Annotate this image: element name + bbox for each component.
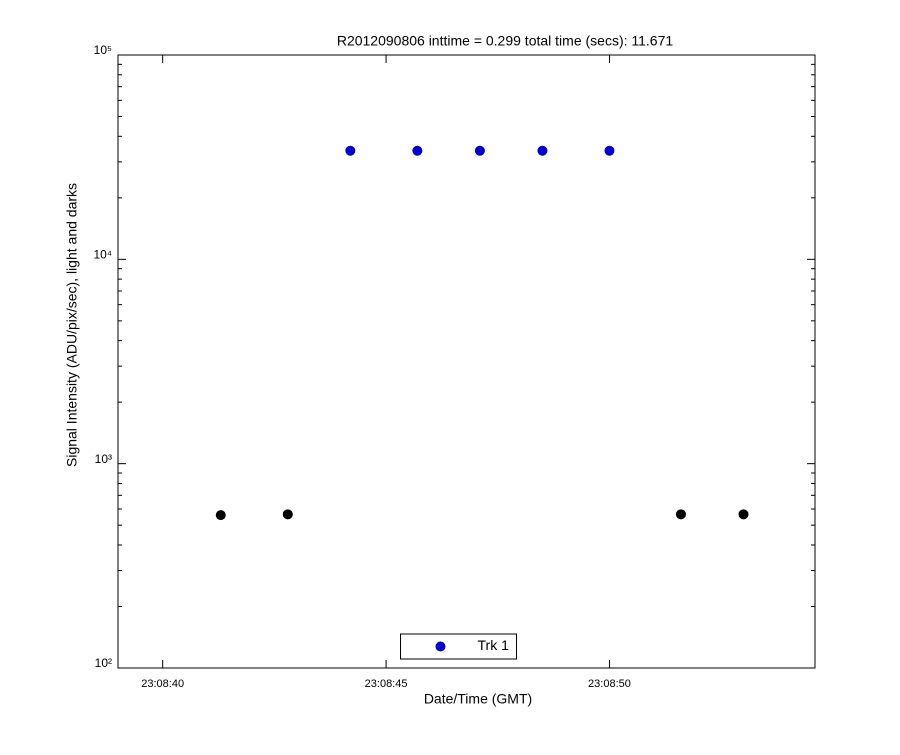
point <box>675 509 686 520</box>
x-axis-label: Date/Time (GMT) <box>424 691 532 707</box>
y-tick-label: 10³ <box>95 452 112 466</box>
legend-label: Trk 1 <box>478 637 510 653</box>
point <box>282 509 293 520</box>
point <box>537 145 548 156</box>
point <box>215 510 226 521</box>
legend-marker <box>435 641 446 652</box>
y-tick-label: 10² <box>95 656 112 670</box>
point <box>474 145 485 156</box>
plot-frame <box>117 54 816 669</box>
chart-title: R2012090806 inttime = 0.299 total time (… <box>337 33 674 49</box>
x-tick-label: 23:08:50 <box>588 678 631 690</box>
y-tick-label: 10⁵ <box>94 43 112 57</box>
point <box>738 509 749 520</box>
legend-box <box>400 633 517 660</box>
y-axis-label: Signal Intensity (ADU/pix/sec), light an… <box>64 183 80 467</box>
x-tick-label: 23:08:40 <box>141 678 184 690</box>
point <box>345 145 356 156</box>
point <box>412 145 423 156</box>
y-tick-label: 10⁴ <box>93 248 112 262</box>
point <box>604 145 615 156</box>
x-tick-label: 23:08:45 <box>365 678 408 690</box>
